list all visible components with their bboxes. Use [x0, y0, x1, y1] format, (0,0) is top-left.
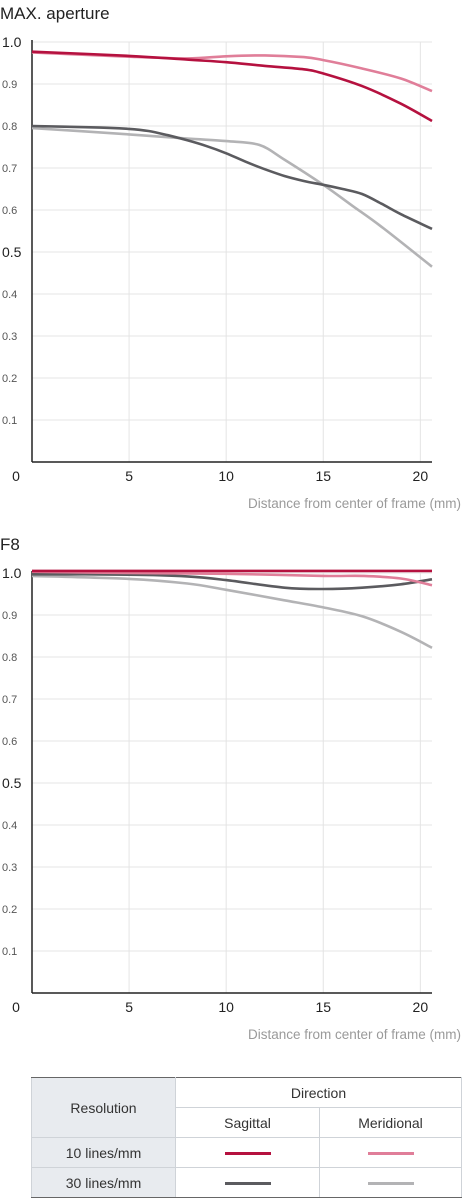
series-line-mer10 [31, 51, 433, 93]
mtf-chart-f8: 0.1 0.2 0.3 0.4 0.5 0.6 0.7 0.8 0.9 1.0 0 5 10 15 20 Di… [2, 565, 461, 1042]
x-tick-label: 0 [12, 468, 20, 484]
mtf-chart-max-aperture: 0.1 0.2 0.3 0.4 0.5 0.6 0.7 0.8 0.9 1.0 0 5 10 15 20 Di… [2, 34, 461, 511]
y-tick-label: 0.8 [2, 652, 17, 664]
x-tick-label: 20 [413, 999, 429, 1015]
x-tick-label: 20 [413, 468, 429, 484]
legend-swatch-meridional-30 [367, 1182, 414, 1186]
chart-title-f8: F8 [0, 535, 20, 554]
legend-resolution-header: Resolution [31, 1077, 176, 1138]
chart-title-max-aperture: MAX. aperture [0, 4, 110, 23]
series-line-sag30 [31, 573, 433, 591]
y-tick-label: 0.6 [2, 736, 17, 748]
legend-row-10-lines: 10 lines/mm [31, 1137, 176, 1168]
series-line-mer30 [31, 126, 433, 268]
y-tick-label: 0.8 [2, 121, 17, 133]
legend-swatch-sagittal-10 [224, 1152, 271, 1156]
y-tick-label: 0.7 [2, 163, 17, 175]
y-tick-label: 0.2 [2, 904, 17, 916]
series-line-mer10 [31, 570, 433, 587]
y-tick-label: 0.9 [2, 79, 17, 91]
legend-meridional-header: Meridional [319, 1107, 462, 1138]
y-tick-label: 0.2 [2, 373, 17, 385]
x-tick-label: 10 [218, 468, 234, 484]
chart-f8-group: 0.1 0.2 0.3 0.4 0.5 0.6 0.7 0.8 0.9 1.0 0 5 10 15 20 Di… [2, 565, 461, 1042]
x-tick-label: 5 [125, 999, 133, 1015]
y-tick-label: 0.1 [2, 415, 17, 427]
legend-swatch-sagittal-30 [224, 1182, 271, 1186]
y-tick-label: 0.3 [2, 331, 17, 343]
y-tick-label: 0.5 [2, 244, 22, 260]
legend-cell-sag10 [175, 1137, 320, 1168]
legend-direction-header: Direction [175, 1077, 462, 1108]
y-tick-label: 0.9 [2, 610, 17, 622]
legend-sagittal-header: Sagittal [175, 1107, 320, 1138]
x-tick-label: 10 [218, 999, 234, 1015]
y-tick-label: 1.0 [2, 34, 22, 50]
x-tick-label: 15 [315, 999, 331, 1015]
series-line-sag30 [31, 124, 433, 231]
x-tick-label: 0 [12, 999, 20, 1015]
legend-cell-sag30 [175, 1167, 320, 1198]
x-axis-label: Distance from center of frame (mm) [248, 1027, 461, 1042]
series-line-sag10 [31, 50, 433, 123]
y-tick-label: 0.5 [2, 775, 22, 791]
y-tick-label: 0.3 [2, 862, 17, 874]
legend-row-30-lines: 30 lines/mm [31, 1167, 176, 1198]
x-axis-label: Distance from center of frame (mm) [248, 496, 461, 511]
y-tick-label: 0.1 [2, 946, 17, 958]
series-line-mer30 [31, 574, 433, 649]
legend-cell-mer30 [319, 1167, 462, 1198]
legend-table: Resolution Direction Sagittal Meridional… [31, 1077, 462, 1198]
y-tick-label: 0.6 [2, 205, 17, 217]
x-tick-label: 15 [315, 468, 331, 484]
y-tick-label: 0.4 [2, 289, 17, 301]
y-tick-label: 0.7 [2, 694, 17, 706]
legend-swatch-meridional-10 [367, 1152, 414, 1156]
legend-cell-mer10 [319, 1137, 462, 1168]
y-tick-label: 1.0 [2, 565, 22, 581]
y-tick-label: 0.4 [2, 820, 17, 832]
x-tick-label: 5 [125, 468, 133, 484]
